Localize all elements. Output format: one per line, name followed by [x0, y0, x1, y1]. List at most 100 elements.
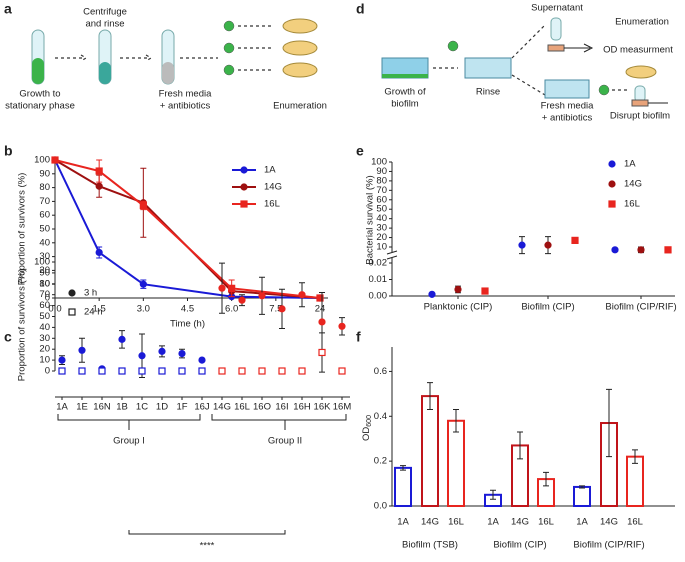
bar: [626, 455, 644, 507]
x-tick-label: Planktonic (CIP): [424, 302, 493, 313]
legend-label: 1A: [624, 159, 636, 170]
x-tick-label: 1E: [76, 402, 88, 413]
marker: [240, 200, 248, 208]
icon: [223, 20, 235, 32]
axis-break: [387, 252, 397, 258]
y-tick-label: 70: [39, 196, 50, 207]
panel-label: c: [4, 329, 12, 345]
y-tick-label: 30: [39, 333, 50, 344]
error-bar: [400, 465, 406, 471]
marker: [608, 200, 616, 208]
y-tick-label: 0: [45, 366, 50, 377]
significance: ****: [200, 541, 215, 552]
legend-label: 14G: [264, 182, 282, 193]
x-tick-label: 16L: [538, 517, 554, 528]
plate: [282, 40, 318, 56]
x-tick-label: 1D: [156, 402, 168, 413]
x-tick-label: 1A: [56, 402, 68, 413]
y-tick-label: 50: [39, 311, 50, 322]
tube-fill: [162, 62, 174, 84]
legend-label: 16L: [264, 199, 280, 210]
y-tick-label: 90: [39, 168, 50, 179]
marker: [98, 367, 106, 375]
marker: [318, 348, 326, 357]
cuvette: [547, 44, 565, 52]
y-tick-label: 0.01: [369, 274, 388, 285]
y-axis-label: Bacterial survival (%): [365, 175, 376, 264]
x-tick-label: 14G: [213, 402, 231, 413]
y-tick-label: 10: [39, 279, 50, 290]
rinse-plate: [464, 57, 512, 79]
tube-fill: [32, 58, 44, 84]
legend-label: 24 h: [84, 307, 103, 318]
y-axis-label: Proportion of survivors (%): [17, 269, 28, 381]
step-label: Enumeration: [615, 17, 669, 28]
y-tick-label: 20: [39, 265, 50, 276]
y-axis-label: OD600: [361, 415, 373, 441]
marker: [238, 367, 246, 375]
marker: [78, 367, 86, 375]
y-tick-label: 0.4: [374, 411, 387, 422]
y-tick-label: 40: [39, 322, 50, 333]
step-label: Disrupt biofilm: [610, 111, 670, 122]
step-label: Fresh media: [541, 101, 595, 112]
bar: [447, 419, 465, 507]
group-label: Group II: [268, 436, 302, 447]
arrow: [564, 43, 594, 53]
y-tick-label: 100: [34, 257, 50, 268]
icon: [223, 64, 235, 76]
x-tick-label: 6.0: [225, 304, 238, 315]
tube-fill: [99, 62, 111, 84]
marker: [258, 367, 266, 375]
y-tick-label: 20: [376, 232, 387, 243]
y-tick-label: 40: [376, 213, 387, 224]
marker: [95, 167, 103, 175]
marker: [158, 347, 166, 355]
marker: [198, 356, 206, 364]
marker: [571, 236, 579, 244]
marker: [518, 241, 526, 249]
y-tick-label: 70: [39, 289, 50, 300]
bracket: [211, 414, 347, 430]
x-tick-label: 16K: [314, 402, 332, 413]
y-tick-label: 80: [376, 175, 387, 186]
x-group-label: Biofilm (CIP/RIF): [573, 540, 644, 551]
x-axis-label: Time (h): [170, 319, 205, 330]
axis-break: [386, 250, 398, 260]
step-label: + antibiotics: [542, 113, 593, 124]
marker: [68, 308, 76, 316]
marker: [218, 284, 226, 292]
marker: [544, 241, 552, 249]
bracket: [57, 414, 201, 430]
legend-label: 16L: [624, 199, 640, 210]
marker: [58, 367, 66, 375]
y-tick-label: 0.00: [369, 291, 388, 302]
marker: [118, 335, 126, 343]
y-tick-label: 70: [376, 185, 387, 196]
legend-label: 1A: [264, 165, 276, 176]
y-tick-label: 30: [39, 251, 50, 262]
marker: [608, 160, 616, 168]
step-label: Growth to: [19, 89, 60, 100]
y-tick-label: 60: [376, 194, 387, 205]
y-tick-label: 80: [39, 182, 50, 193]
marker: [95, 248, 103, 257]
x-tick-label: Biofilm (CIP): [521, 302, 574, 313]
icon: [447, 40, 459, 52]
step-label: and rinse: [85, 19, 124, 30]
fresh-plate: [544, 79, 590, 99]
x-tick-label: 1F: [176, 402, 187, 413]
arrow: [511, 24, 546, 96]
marker: [637, 246, 645, 254]
x-tick-label: 14G: [511, 517, 529, 528]
marker: [139, 201, 147, 210]
marker: [118, 367, 126, 375]
y-tick-label: 30: [376, 223, 387, 234]
panel-label: b: [4, 143, 13, 159]
x-tick-label: 4.5: [181, 304, 194, 315]
marker: [198, 367, 206, 375]
x-tick-label: 16L: [234, 402, 250, 413]
x-tick-label: 3.0: [137, 304, 150, 315]
marker: [178, 367, 186, 375]
marker: [240, 183, 248, 191]
